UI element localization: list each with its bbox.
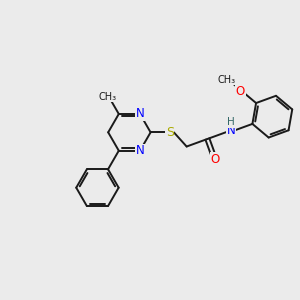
Text: O: O [236,85,245,98]
Text: O: O [211,153,220,166]
Text: N: N [136,144,144,157]
Text: CH₃: CH₃ [217,75,235,85]
Text: N: N [136,107,144,121]
Text: N: N [227,124,236,137]
Text: S: S [166,126,174,139]
Text: CH₃: CH₃ [98,92,116,102]
Text: H: H [227,117,235,127]
